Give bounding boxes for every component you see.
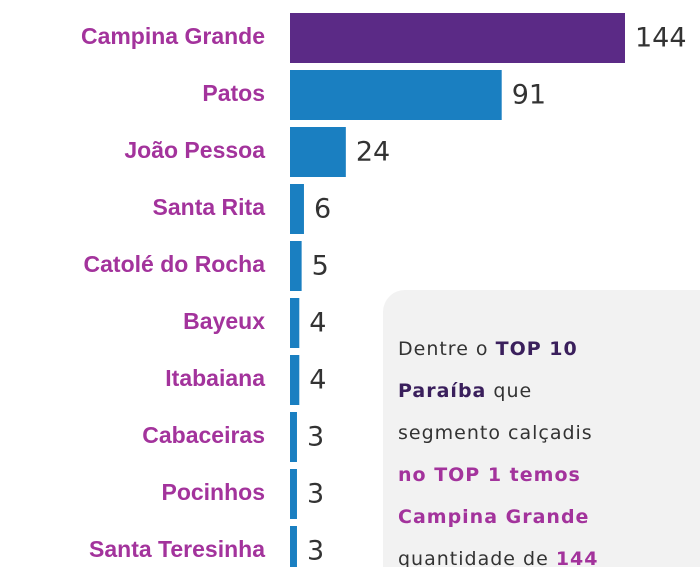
note-text: quantidade de	[398, 548, 556, 567]
value-label: 3	[307, 479, 324, 510]
category-label: João Pessoa	[124, 137, 265, 163]
bar	[290, 469, 297, 519]
category-label: Campina Grande	[81, 23, 265, 49]
note-text: segmento calçadis	[398, 422, 593, 444]
note-text: no TOP 1 temos	[398, 464, 581, 486]
note-line: Dentre o TOP 10	[398, 338, 578, 360]
category-label: Santa Teresinha	[89, 536, 265, 562]
note-line: quantidade de 144	[398, 548, 598, 567]
note-text: Campina Grande	[398, 506, 589, 528]
bar	[290, 412, 297, 462]
note-line: segmento calçadis	[398, 422, 593, 444]
note-text: Paraíba	[398, 380, 486, 402]
value-label: 3	[307, 536, 324, 567]
value-label: 4	[309, 308, 326, 339]
bar	[290, 241, 302, 291]
value-label: 5	[312, 251, 329, 282]
value-label: 3	[307, 422, 324, 453]
category-label: Cabaceiras	[142, 422, 265, 448]
value-label: 91	[512, 80, 546, 111]
value-label: 4	[309, 365, 326, 396]
category-label: Bayeux	[183, 308, 265, 334]
category-label: Patos	[202, 80, 265, 106]
category-label: Santa Rita	[153, 194, 266, 220]
bar	[290, 298, 300, 348]
bar	[290, 184, 304, 234]
bar	[290, 70, 502, 120]
note-line: Paraíba que	[398, 380, 532, 402]
bar	[290, 526, 297, 567]
note-text: 144	[556, 548, 599, 567]
bar	[290, 13, 625, 63]
value-label: 6	[314, 194, 331, 225]
note-text: que	[486, 380, 532, 402]
value-label: 144	[635, 23, 687, 54]
category-label: Catolé do Rocha	[84, 251, 266, 277]
note-text: TOP 10	[496, 338, 578, 360]
category-label: Itabaiana	[165, 365, 265, 391]
note-line: no TOP 1 temos	[398, 464, 581, 486]
note-box	[383, 290, 700, 567]
note-text: Dentre o	[398, 338, 496, 360]
value-label: 24	[356, 137, 390, 168]
category-label: Pocinhos	[161, 479, 265, 505]
note-line: Campina Grande	[398, 506, 589, 528]
bar	[290, 127, 346, 177]
bar	[290, 355, 300, 405]
